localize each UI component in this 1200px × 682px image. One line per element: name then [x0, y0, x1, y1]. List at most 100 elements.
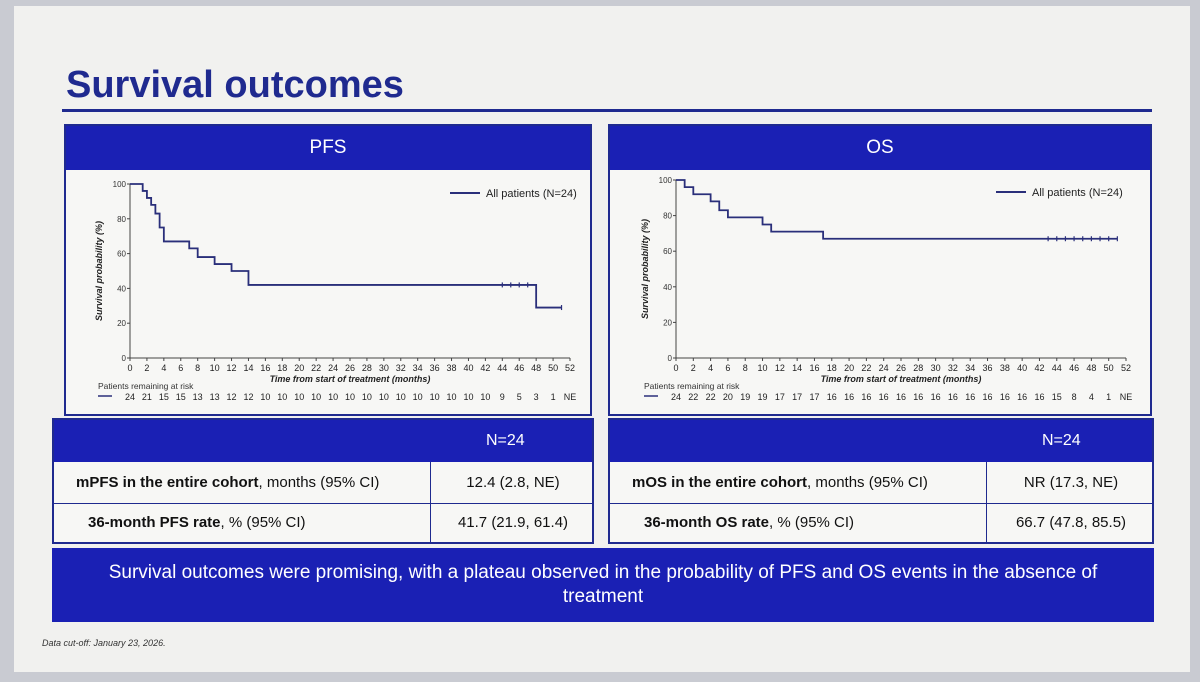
at-risk-value: 16: [913, 392, 923, 402]
at-risk-value: NE: [564, 392, 577, 402]
y-tick-label: 20: [663, 318, 672, 327]
row-label: mOS in the entire cohort, months (95% CI…: [632, 474, 928, 491]
os-col-header: N=24: [1042, 432, 1081, 449]
conclusion-text: Survival outcomes were promising, with a…: [108, 562, 1098, 607]
table-row: 36-month PFS rate, % (95% CI) 41.7 (21.9…: [54, 504, 592, 542]
x-tick-label: 40: [1017, 363, 1027, 373]
x-tick-label: 44: [1052, 363, 1062, 373]
x-tick-label: 10: [210, 363, 220, 373]
at-risk-value: 16: [1034, 392, 1044, 402]
y-tick-label: 60: [663, 247, 672, 256]
table-row: mOS in the entire cohort, months (95% CI…: [610, 464, 1152, 502]
x-tick-label: 34: [965, 363, 975, 373]
pfs-stats-table: N=24 mPFS in the entire cohort, months (…: [52, 418, 594, 544]
y-tick-label: 80: [117, 215, 126, 224]
at-risk-value: 10: [463, 392, 473, 402]
pfs-stats-header: N=24: [54, 420, 592, 462]
at-risk-value: 22: [706, 392, 716, 402]
x-tick-label: 4: [161, 363, 166, 373]
x-tick-label: 0: [673, 363, 678, 373]
x-tick-label: 20: [294, 363, 304, 373]
os-panel: OS 0 20 40 60 80 100 0 2 4 6 8 10 12 14 16 18 20 22 24 26 28…: [608, 124, 1152, 416]
at-risk-value: 20: [723, 392, 733, 402]
row-label: mPFS in the entire cohort, months (95% C…: [76, 474, 380, 491]
at-risk-value: 24: [671, 392, 681, 402]
at-risk-value: 15: [176, 392, 186, 402]
x-tick-label: 6: [178, 363, 183, 373]
at-risk-value: 22: [688, 392, 698, 402]
at-risk-label: Patients remaining at risk: [644, 381, 740, 391]
at-risk-value: 12: [243, 392, 253, 402]
x-tick-label: 46: [514, 363, 524, 373]
row-value: 41.7 (21.9, 61.4): [457, 514, 569, 531]
x-tick-label: 2: [691, 363, 696, 373]
y-tick-label: 0: [668, 354, 673, 363]
x-tick-label: 22: [311, 363, 321, 373]
footnote: Data cut-off: January 23, 2026.: [42, 638, 166, 648]
table-row: mPFS in the entire cohort, months (95% C…: [54, 464, 592, 502]
x-tick-label: 32: [396, 363, 406, 373]
at-risk-value: 17: [792, 392, 802, 402]
x-tick-label: 12: [227, 363, 237, 373]
at-risk-value: 16: [896, 392, 906, 402]
x-tick-label: 0: [127, 363, 132, 373]
y-axis-label: Survival probability (%): [640, 219, 650, 319]
x-tick-label: 36: [983, 363, 993, 373]
at-risk-value: 3: [534, 392, 539, 402]
column-divider: [986, 462, 987, 542]
at-risk-label: Patients remaining at risk: [98, 381, 194, 391]
x-tick-label: 46: [1069, 363, 1079, 373]
at-risk-value: 17: [809, 392, 819, 402]
pfs-col-header: N=24: [486, 432, 525, 449]
x-tick-label: 50: [1104, 363, 1114, 373]
at-risk-value: 15: [1052, 392, 1062, 402]
at-risk-value: 1: [551, 392, 556, 402]
table-row: 36-month OS rate, % (95% CI) 66.7 (47.8,…: [610, 504, 1152, 542]
x-axis-label: Time from start of treatment (months): [821, 374, 982, 384]
at-risk-value: 10: [362, 392, 372, 402]
x-tick-label: 24: [328, 363, 338, 373]
at-risk-value: 10: [345, 392, 355, 402]
at-risk-value: 16: [827, 392, 837, 402]
x-tick-label: 6: [725, 363, 730, 373]
at-risk-value: 10: [328, 392, 338, 402]
at-risk-value: 10: [277, 392, 287, 402]
at-risk-value: 10: [447, 392, 457, 402]
x-tick-label: 16: [809, 363, 819, 373]
x-tick-label: 34: [413, 363, 423, 373]
at-risk-value: 16: [948, 392, 958, 402]
at-risk-value: 21: [142, 392, 152, 402]
at-risk-value: 5: [517, 392, 522, 402]
x-tick-label: 14: [243, 363, 253, 373]
x-tick-label: 14: [792, 363, 802, 373]
x-tick-label: 30: [931, 363, 941, 373]
os-stats-table: N=24 mOS in the entire cohort, months (9…: [608, 418, 1154, 544]
x-tick-label: 20: [844, 363, 854, 373]
legend-label: All patients (N=24): [486, 188, 577, 200]
x-tick-label: 8: [195, 363, 200, 373]
x-tick-label: 28: [362, 363, 372, 373]
km-curve: [130, 183, 562, 309]
x-tick-label: 40: [463, 363, 473, 373]
at-risk-value: 10: [430, 392, 440, 402]
os-stats-header: N=24: [610, 420, 1152, 462]
at-risk-value: 10: [294, 392, 304, 402]
x-tick-label: 22: [861, 363, 871, 373]
at-risk-value: 8: [1072, 392, 1077, 402]
at-risk-value: 19: [758, 392, 768, 402]
x-tick-label: 18: [827, 363, 837, 373]
pfs-panel: PFS 0 20 40 60 80 100 0 2 4 6 8 10 12 14 16 18 20 22 24 26 2…: [64, 124, 592, 416]
conclusion-banner: Survival outcomes were promising, with a…: [52, 548, 1154, 622]
x-tick-label: 2: [144, 363, 149, 373]
y-tick-label: 100: [113, 180, 127, 189]
x-tick-label: 4: [708, 363, 713, 373]
at-risk-value: 17: [775, 392, 785, 402]
at-risk-value: 16: [861, 392, 871, 402]
x-tick-label: 12: [775, 363, 785, 373]
column-divider: [430, 462, 431, 542]
x-tick-label: 30: [379, 363, 389, 373]
at-risk-value: 10: [260, 392, 270, 402]
at-risk-value: 10: [413, 392, 423, 402]
